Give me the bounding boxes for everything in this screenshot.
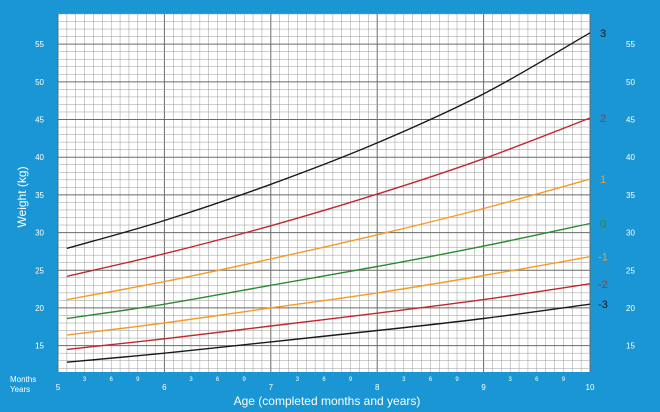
series-line-0 <box>66 222 591 320</box>
x-axis-label: Age (completed months and years) <box>234 394 421 408</box>
y-tick-label-left: 40 <box>35 153 44 162</box>
x-unit-years: Years <box>10 385 30 394</box>
y-tick-label-right: 30 <box>626 229 635 238</box>
series-line--3 <box>66 303 591 363</box>
x-tick-label-year: 5 <box>56 383 61 392</box>
x-tick-label-month: 3 <box>189 377 193 383</box>
y-tick-label-right: 40 <box>626 153 635 162</box>
x-tick-label-month: 6 <box>535 377 539 383</box>
x-tick-label-year: 10 <box>586 383 595 392</box>
y-tick-label-left: 25 <box>35 266 44 275</box>
y-tick-label-left: 45 <box>35 116 44 125</box>
x-tick-label-month: 6 <box>216 377 220 383</box>
x-tick-label-year: 7 <box>269 383 274 392</box>
x-tick-label-month: 6 <box>110 377 114 383</box>
series-label--1: -1 <box>598 252 608 264</box>
y-tick-label-right: 35 <box>626 191 635 200</box>
y-tick-label-left: 15 <box>35 342 44 351</box>
y-tick-label-left: 50 <box>35 78 44 87</box>
x-tick-label-month: 9 <box>243 377 247 383</box>
y-tick-label-right: 15 <box>626 342 635 351</box>
y-tick-label-right: 20 <box>626 304 635 313</box>
y-tick-label-left: 20 <box>35 304 44 313</box>
series-label-3: 3 <box>600 28 606 40</box>
y-axis-label: Weight (kg) <box>15 166 29 227</box>
x-tick-labels: 5 3 6 9 6 3 6 9 7 3 6 9 8 3 6 9 9 3 6 9 10 <box>56 377 595 392</box>
x-tick-label-month: 3 <box>509 377 513 383</box>
plot-area <box>57 13 591 372</box>
x-tick-label-month: 9 <box>136 377 140 383</box>
series-labels: 3 2 1 0 -1 -2 -3 <box>598 28 608 311</box>
x-tick-label-month: 3 <box>402 377 406 383</box>
y-tick-label-right: 50 <box>626 78 635 87</box>
x-unit-months: Months <box>10 375 36 384</box>
y-tick-label-right: 25 <box>626 266 635 275</box>
x-tick-label-month: 6 <box>322 377 326 383</box>
series-line--1 <box>66 256 591 336</box>
series-line-2 <box>66 117 591 277</box>
series-lines <box>66 32 591 363</box>
series-label--3: -3 <box>598 299 608 311</box>
y-tick-label-left: 55 <box>35 40 44 49</box>
y-tick-label-left: 35 <box>35 191 44 200</box>
series-line-3 <box>66 32 591 250</box>
series-line--2 <box>66 283 591 351</box>
x-tick-label-year: 8 <box>375 383 380 392</box>
series-line-1 <box>66 178 591 301</box>
x-tick-label-month: 9 <box>562 377 566 383</box>
y-tick-label-left: 30 <box>35 229 44 238</box>
x-tick-label-year: 6 <box>162 383 167 392</box>
x-tick-label-year: 9 <box>481 383 486 392</box>
x-tick-label-month: 9 <box>455 377 459 383</box>
series-label--2: -2 <box>598 279 608 291</box>
y-tick-label-right: 55 <box>626 40 635 49</box>
y-tick-label-right: 45 <box>626 116 635 125</box>
x-tick-label-month: 3 <box>296 377 300 383</box>
x-tick-label-month: 9 <box>349 377 353 383</box>
x-tick-label-month: 3 <box>83 377 87 383</box>
grid <box>57 13 591 372</box>
series-label-1: 1 <box>600 174 606 186</box>
series-label-0: 0 <box>600 219 606 231</box>
series-label-2: 2 <box>600 113 606 125</box>
x-tick-label-month: 6 <box>429 377 433 383</box>
